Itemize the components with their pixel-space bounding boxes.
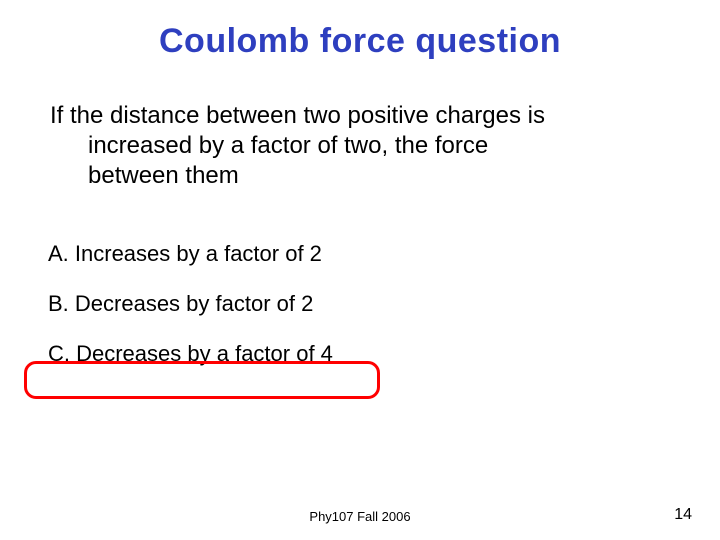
slide-title: Coulomb force question <box>0 0 720 61</box>
options-list: A. Increases by a factor of 2 B. Decreas… <box>0 191 720 369</box>
option-a: A. Increases by a factor of 2 <box>40 239 720 269</box>
question-line3: between them <box>50 161 660 191</box>
option-c: C. Decreases by a factor of 4 <box>40 339 720 369</box>
slide: Coulomb force question If the distance b… <box>0 0 720 540</box>
question-line2: increased by a factor of two, the force <box>50 131 660 161</box>
option-a-label: A. Increases by a factor of 2 <box>48 241 322 266</box>
option-c-label: C. Decreases by a factor of 4 <box>48 341 333 366</box>
page-number: 14 <box>674 506 692 524</box>
title-text: Coulomb force question <box>159 22 561 60</box>
footer-text: Phy107 Fall 2006 <box>0 509 720 524</box>
option-b: B. Decreases by factor of 2 <box>40 289 720 319</box>
option-b-label: B. Decreases by factor of 2 <box>48 291 313 316</box>
question-text: If the distance between two positive cha… <box>0 61 720 191</box>
question-line1: If the distance between two positive cha… <box>50 102 545 129</box>
